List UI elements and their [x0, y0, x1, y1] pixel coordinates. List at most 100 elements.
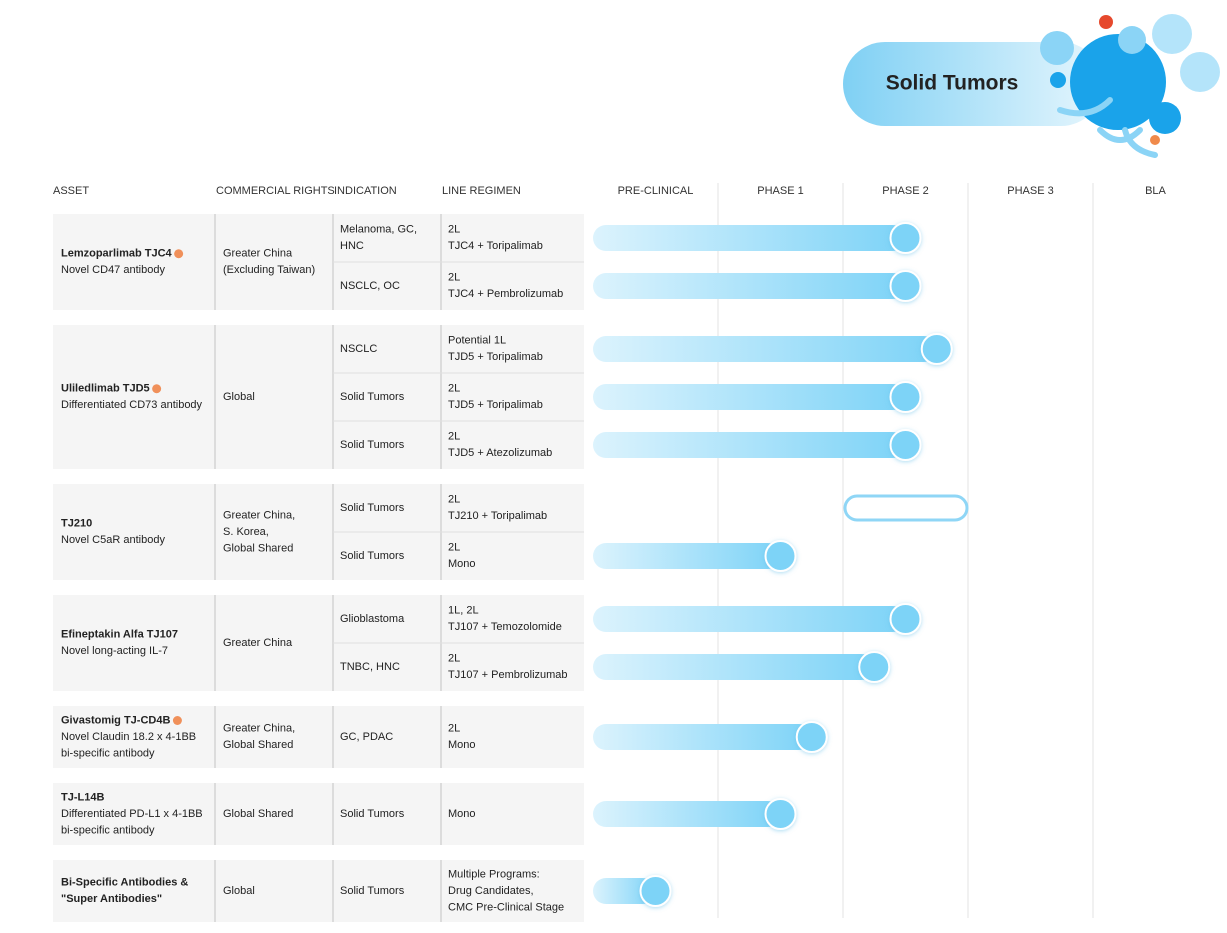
- commercial-rights: Greater China: [223, 248, 293, 260]
- asset-name: Uliledlimab TJD5: [61, 383, 150, 395]
- progress-end: [889, 603, 922, 635]
- indication: NSCLC, OC: [340, 280, 400, 292]
- progress-bar: [593, 384, 906, 410]
- progress-bar: [593, 801, 781, 827]
- asset-name: "Super Antibodies": [61, 893, 162, 905]
- phase-header: PHASE 2: [882, 185, 928, 197]
- regimen: 2L: [448, 494, 460, 506]
- progress-end: [764, 540, 797, 572]
- regimen: Mono: [448, 739, 476, 751]
- column-header: LINE REGIMEN: [442, 185, 521, 197]
- title-pill: [843, 42, 1103, 126]
- regimen: Mono: [448, 808, 476, 820]
- progress-end: [889, 429, 922, 461]
- asset-description: bi-specific antibody: [61, 747, 155, 759]
- regimen: 2L: [448, 272, 460, 284]
- commercial-rights: Global: [223, 885, 255, 897]
- progress-bar: [593, 606, 906, 632]
- regimen: TJ210 + Toripalimab: [448, 510, 547, 522]
- regimen: TJD5 + Atezolizumab: [448, 447, 552, 459]
- phase-header: BLA: [1145, 185, 1166, 197]
- regimen: TJC4 + Toripalimab: [448, 240, 543, 252]
- asset-description: Novel long-acting IL-7: [61, 645, 168, 657]
- group-background: [53, 783, 584, 845]
- progress-end: [889, 270, 922, 302]
- planned-bar: [843, 494, 969, 522]
- regimen: 2L: [448, 224, 460, 236]
- regimen: 1L, 2L: [448, 605, 479, 617]
- commercial-rights: Global Shared: [223, 739, 293, 751]
- phase-header: PRE-CLINICAL: [618, 185, 694, 197]
- commercial-rights: Global: [223, 391, 255, 403]
- progress-end: [858, 651, 891, 683]
- regimen: 2L: [448, 431, 460, 443]
- commercial-rights: Greater China,: [223, 723, 295, 735]
- indication: GC, PDAC: [340, 731, 393, 743]
- progress-bar: [593, 543, 781, 569]
- cell-illustration: [1040, 14, 1220, 158]
- indication: Solid Tumors: [340, 808, 405, 820]
- progress-end: [920, 333, 953, 365]
- indication: Melanoma, GC,: [340, 224, 417, 236]
- indication: Solid Tumors: [340, 885, 405, 897]
- progress-bar: [593, 336, 937, 362]
- commercial-rights: Global Shared: [223, 808, 293, 820]
- asset-description: Novel CD47 antibody: [61, 264, 165, 276]
- progress-end: [889, 381, 922, 413]
- asset-description: Differentiated CD73 antibody: [61, 399, 203, 411]
- column-header: COMMERCIAL RIGHTS: [216, 185, 335, 197]
- indication: TNBC, HNC: [340, 661, 400, 673]
- group-background: [53, 860, 584, 922]
- asset-description: bi-specific antibody: [61, 824, 155, 836]
- progress-bar: [593, 225, 906, 251]
- indication: Solid Tumors: [340, 439, 405, 451]
- status-dot: [152, 384, 162, 394]
- progress-bar: [593, 432, 906, 458]
- progress-bar: [593, 273, 906, 299]
- asset-name: Lemzoparlimab TJC4: [61, 248, 173, 260]
- indication: HNC: [340, 240, 364, 252]
- regimen: TJC4 + Pembrolizumab: [448, 288, 563, 300]
- commercial-rights: Greater China,: [223, 509, 295, 521]
- progress-end: [639, 875, 672, 907]
- asset-name: TJ210: [61, 518, 92, 530]
- regimen: TJD5 + Toripalimab: [448, 351, 543, 363]
- commercial-rights: Greater China: [223, 637, 293, 649]
- status-dot: [172, 716, 182, 725]
- indication: Solid Tumors: [340, 391, 405, 403]
- indication: Solid Tumors: [340, 550, 405, 562]
- commercial-rights: S. Korea,: [223, 526, 269, 538]
- asset-name: Givastomig TJ-CD4B: [61, 714, 170, 726]
- indication: Glioblastoma: [340, 613, 405, 625]
- regimen: Multiple Programs:: [448, 868, 540, 880]
- progress-end: [889, 222, 922, 254]
- progress-end: [764, 798, 797, 830]
- regimen: TJ107 + Temozolomide: [448, 621, 562, 633]
- group-background: [53, 706, 584, 768]
- regimen: Mono: [448, 558, 476, 570]
- regimen: TJ107 + Pembrolizumab: [448, 669, 568, 681]
- regimen: TJD5 + Toripalimab: [448, 399, 543, 411]
- status-dot: [174, 249, 184, 259]
- asset-description: Novel C5aR antibody: [61, 534, 165, 546]
- progress-bar: [593, 724, 812, 750]
- column-header: ASSET: [53, 185, 89, 197]
- asset-name: Bi-Specific Antibodies &: [61, 877, 188, 889]
- asset-name: Efineptakin Alfa TJ107: [61, 629, 178, 641]
- phase-header: PHASE 3: [1007, 185, 1053, 197]
- phase-header: PHASE 1: [757, 185, 803, 197]
- asset-name: TJ-L14B: [61, 791, 104, 803]
- progress-bar: [593, 654, 875, 680]
- regimen: 2L: [448, 723, 460, 735]
- commercial-rights: (Excluding Taiwan): [223, 264, 315, 276]
- regimen: Drug Candidates,: [448, 885, 534, 897]
- regimen: 2L: [448, 542, 460, 554]
- commercial-rights: Global Shared: [223, 542, 293, 554]
- group-background: [53, 325, 584, 469]
- asset-description: Differentiated PD-L1 x 4-1BB: [61, 808, 203, 820]
- regimen: 2L: [448, 383, 460, 395]
- indication: NSCLC: [340, 343, 377, 355]
- progress-end: [795, 721, 828, 753]
